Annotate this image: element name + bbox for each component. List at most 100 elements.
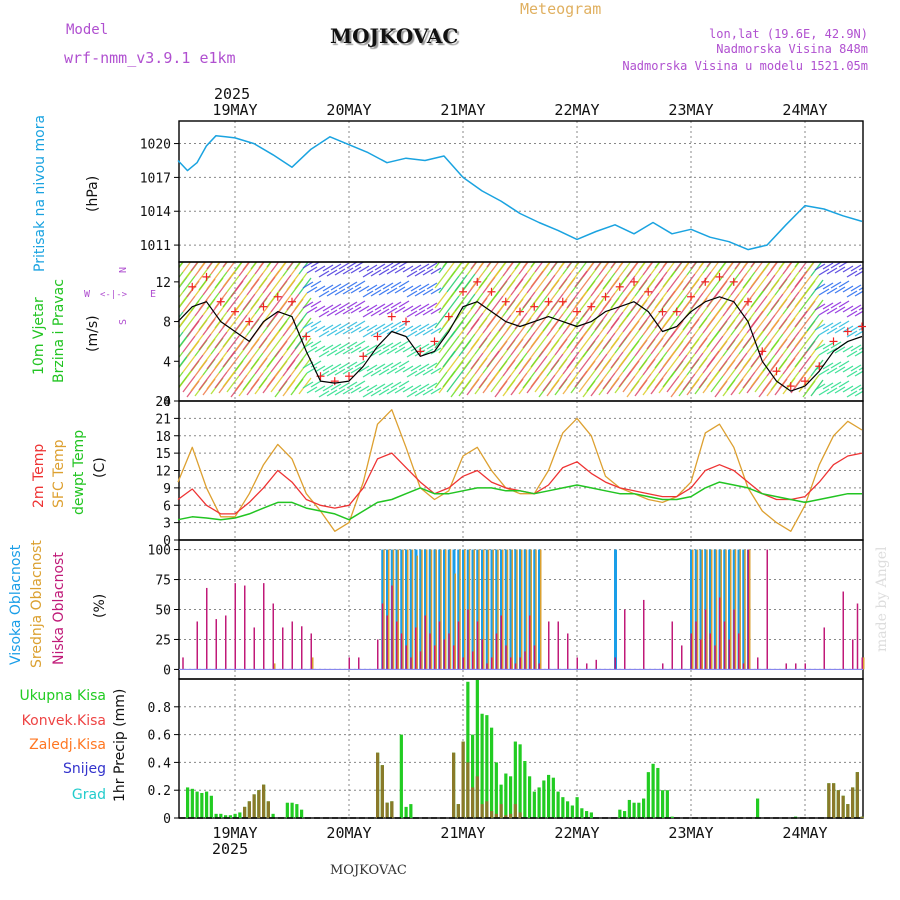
precip-conv-bar: [846, 804, 850, 818]
precip-total-bar: [537, 787, 541, 818]
cloud-high-bar: [495, 549, 499, 670]
wind-speed-line: [177, 296, 863, 392]
cloud-low-bar: [723, 621, 726, 670]
cloud-low-bar: [548, 621, 550, 670]
precip-total-bar: [542, 780, 546, 818]
precip-total-bar: [190, 788, 194, 818]
cloud-unit: (%): [92, 594, 108, 618]
precip-total-bar: [585, 811, 589, 818]
cloud-mid-bar: [521, 549, 523, 670]
cloud-high-bar: [457, 549, 461, 670]
cloud-low-bar: [438, 621, 441, 670]
precip-total-bar: [623, 811, 627, 818]
cloud-low-bar: [400, 633, 403, 670]
precip-conv-bar: [836, 790, 840, 818]
cloud-mid-bar: [435, 549, 437, 670]
precip-conv-bar: [471, 787, 475, 818]
temp-ylabel: 2m Temp SFC Temp dewpt Temp (C): [31, 430, 108, 515]
cloud-mid-bar: [388, 549, 390, 670]
precip-total-bar: [290, 802, 294, 818]
precip-conv-bar: [485, 801, 489, 818]
cloud-ytick-label: 25: [155, 633, 171, 648]
meteogram-title: Meteogram: [520, 0, 601, 18]
cloud-high-bar: [490, 549, 494, 670]
cloud-high-bar: [690, 549, 693, 670]
precip-total-bar: [509, 776, 513, 818]
precip-conv-bar: [475, 776, 479, 818]
cloud-ytick-label: 0: [163, 663, 171, 678]
cloud-mid-bar: [530, 549, 532, 670]
precip-total-bar: [547, 774, 551, 818]
cloud-high-bar: [409, 549, 413, 670]
precip-conv-bar: [494, 813, 498, 818]
cloud-high-bar: [694, 549, 698, 670]
precip-total-bar: [642, 798, 646, 818]
precip-legend-item: Ukupna Kisa: [19, 688, 106, 704]
precip-total-bar: [480, 713, 484, 818]
cloud-high-bar: [428, 549, 432, 670]
precip-total-bar: [665, 790, 669, 818]
pressure-line: [177, 134, 863, 251]
precip-total-bar: [219, 813, 223, 818]
cloud-high-bar: [462, 549, 465, 670]
precip-ytick-label: 0.4: [148, 756, 172, 771]
precip-total-bar: [285, 802, 289, 818]
temp-ytick-label: 0: [163, 534, 171, 549]
cloud-high-bar: [433, 549, 437, 670]
cloud-low-bar: [747, 549, 749, 670]
precip-conv-bar: [380, 765, 384, 818]
credit: made by Angel: [874, 546, 890, 652]
bottom-day-label: 22MAY: [554, 824, 599, 842]
cloud-low-bar: [486, 663, 488, 670]
precip-conv-bar: [385, 802, 389, 818]
cloud-mid-bar: [506, 549, 509, 670]
cloud-low-bar: [377, 639, 379, 670]
bottom-day-label: 23MAY: [668, 824, 713, 842]
precip-total-bar: [224, 815, 228, 818]
top-day-label: 23MAY: [668, 101, 713, 119]
precip-conv-bar: [509, 813, 513, 818]
cloud-mid-bar: [696, 549, 699, 670]
precip-conv-bar: [452, 752, 456, 818]
cloud-low-bar: [358, 657, 360, 670]
cloud-high-bar: [452, 549, 456, 670]
cloud-high-bar: [481, 549, 484, 670]
cloud-mid-bar: [487, 549, 490, 670]
precip-total-bar: [186, 787, 190, 818]
wind-ylabel-2: Brzina i Pravac: [51, 279, 67, 383]
precip-total-bar: [404, 806, 408, 818]
cloud-low-bar: [424, 615, 426, 670]
precip-total-bar: [551, 777, 555, 818]
precip-conv-bar: [257, 790, 261, 818]
pressure-frame: [178, 120, 864, 263]
precip-conv-bar: [262, 784, 266, 818]
cloud-low-bar: [861, 657, 863, 670]
precip-total-bar: [504, 773, 508, 818]
cloud-low-bar: [410, 657, 412, 670]
cloud-low-bar: [182, 657, 184, 670]
precip-total-bar: [518, 744, 522, 818]
cloud-mid-bar: [492, 549, 494, 670]
model-altitude-label: Nadmorska Visina u modelu 1521.05m: [622, 59, 868, 73]
cloud-mid-bar: [464, 549, 466, 670]
precip-total-bar: [295, 804, 299, 818]
cloud-low-bar: [415, 627, 417, 670]
bottom-year-label: 2025: [212, 840, 248, 858]
wind-ytick-label: 0: [163, 395, 171, 410]
precip-conv-bar: [841, 795, 845, 818]
precip-total-bar: [466, 681, 470, 818]
precip-total-bar: [300, 809, 304, 818]
precip-ytick-label: 0.8: [148, 701, 171, 716]
cloud-low-bar: [386, 615, 388, 670]
cloud-high-bar: [614, 549, 617, 670]
precip-total-bar: [409, 804, 413, 818]
cloud-low-bar: [842, 591, 844, 670]
precip-total-bar: [233, 813, 237, 818]
compass-e: E: [150, 289, 156, 300]
cloud-low-bar: [505, 645, 507, 670]
cloud-mid-bar: [449, 549, 452, 670]
pressure-ytick-label: 1011: [140, 239, 171, 254]
cloud-ylabel: Visoka Oblacnost Srednja Oblacnost Niska…: [8, 540, 108, 668]
cloud-mid-bar: [711, 549, 713, 670]
precip-total-bar: [651, 763, 655, 818]
